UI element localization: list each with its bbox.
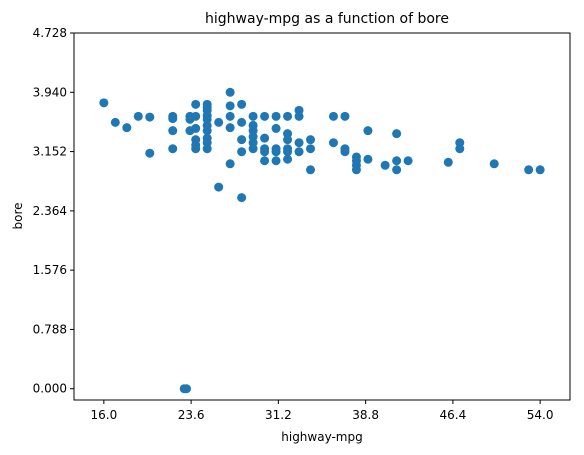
- x-axis-label: highway-mpg: [281, 430, 362, 444]
- data-point: [328, 111, 338, 121]
- x-tick-label: 46.4: [440, 408, 467, 422]
- data-point: [225, 159, 235, 169]
- data-point: [403, 156, 413, 166]
- data-point: [145, 148, 155, 158]
- x-axis-ticks: 16.0 23.6 31.2 38.8 46.4 54.0: [90, 400, 554, 422]
- data-point: [145, 112, 155, 122]
- data-point: [191, 99, 201, 109]
- data-point: [260, 111, 270, 121]
- data-points: [99, 87, 545, 394]
- data-point: [168, 144, 178, 154]
- data-point: [214, 182, 224, 192]
- y-tick-label: 0.000: [33, 382, 67, 396]
- data-point: [225, 111, 235, 121]
- data-point: [283, 154, 293, 164]
- data-point: [202, 126, 212, 136]
- plot-area: [73, 32, 571, 401]
- data-point: [306, 144, 316, 154]
- data-point: [271, 111, 281, 121]
- data-point: [392, 156, 402, 166]
- data-point: [122, 123, 132, 133]
- data-point: [225, 101, 235, 111]
- y-tick-label: 3.940: [33, 85, 67, 99]
- data-point: [237, 117, 247, 127]
- data-point: [489, 159, 499, 169]
- data-point: [168, 114, 178, 124]
- data-point: [363, 154, 373, 164]
- data-point: [283, 147, 293, 157]
- y-axis-ticks: 0.000 0.788 1.576 2.364 3.152 3.940 4.728: [33, 26, 74, 396]
- data-point: [168, 126, 178, 136]
- data-point: [306, 165, 316, 175]
- x-tick-label: 38.8: [352, 408, 379, 422]
- data-point: [182, 384, 192, 394]
- y-tick-label: 2.364: [33, 204, 67, 218]
- data-point: [99, 98, 109, 108]
- data-point: [535, 165, 545, 175]
- data-point: [283, 135, 293, 145]
- y-tick-label: 1.576: [33, 263, 67, 277]
- data-point: [214, 117, 224, 127]
- data-point: [294, 138, 304, 148]
- data-point: [191, 123, 201, 133]
- data-point: [328, 138, 338, 148]
- data-point: [225, 87, 235, 97]
- data-point: [351, 165, 361, 175]
- data-point: [260, 156, 270, 166]
- data-point: [271, 147, 281, 157]
- data-point: [110, 117, 120, 127]
- x-tick-label: 16.0: [90, 408, 117, 422]
- y-tick-label: 4.728: [33, 26, 67, 40]
- data-point: [191, 111, 201, 121]
- data-point: [380, 160, 390, 170]
- data-point: [260, 147, 270, 157]
- data-point: [455, 144, 465, 154]
- data-point: [248, 144, 258, 154]
- data-point: [294, 147, 304, 157]
- data-point: [340, 147, 350, 157]
- data-point: [283, 111, 293, 121]
- data-point: [392, 129, 402, 139]
- data-point: [191, 144, 201, 154]
- x-tick-label: 54.0: [527, 408, 554, 422]
- x-tick-label: 31.2: [265, 408, 292, 422]
- data-point: [271, 156, 281, 166]
- data-point: [225, 123, 235, 133]
- y-tick-label: 3.152: [33, 145, 67, 159]
- data-point: [237, 147, 247, 157]
- data-point: [294, 111, 304, 121]
- data-point: [340, 111, 350, 121]
- data-point: [524, 165, 534, 175]
- data-point: [133, 111, 143, 121]
- data-point: [271, 123, 281, 133]
- data-point: [306, 135, 316, 145]
- chart-title: highway-mpg as a function of bore: [205, 11, 449, 27]
- data-point: [260, 133, 270, 143]
- data-point: [443, 157, 453, 167]
- data-point: [363, 126, 373, 136]
- data-point: [248, 111, 258, 121]
- y-tick-label: 0.788: [33, 322, 67, 336]
- x-tick-label: 23.6: [178, 408, 205, 422]
- data-point: [392, 165, 402, 175]
- y-axis-label: bore: [11, 202, 25, 229]
- data-point: [237, 99, 247, 109]
- data-point: [237, 135, 247, 145]
- data-point: [202, 144, 212, 154]
- data-point: [237, 193, 247, 203]
